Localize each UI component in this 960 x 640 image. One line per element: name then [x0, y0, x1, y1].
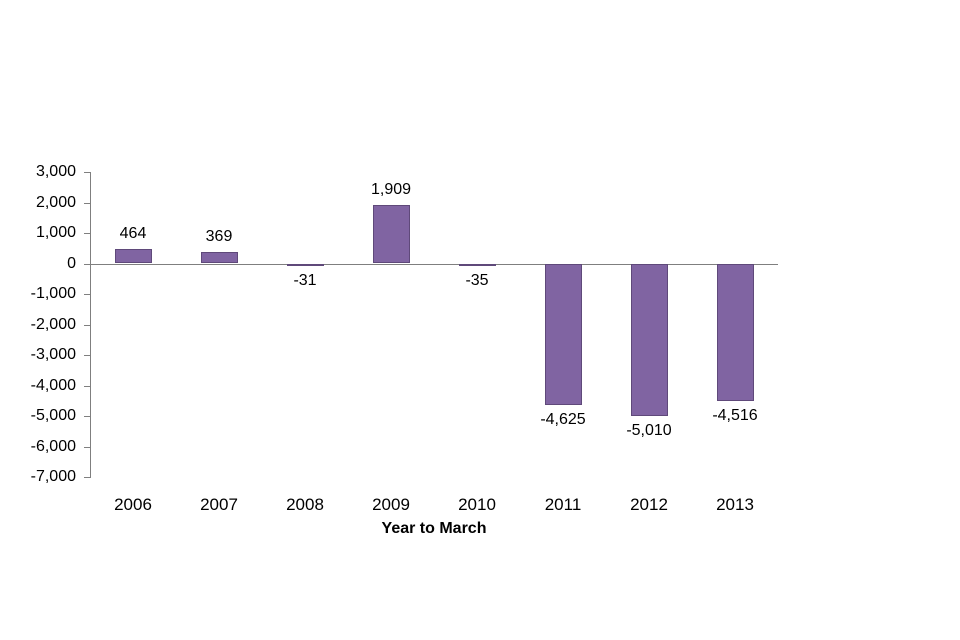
y-axis-tick: [84, 263, 90, 265]
y-axis-tick: [84, 202, 90, 204]
y-axis-tick: [84, 355, 90, 356]
x-axis-category-label: 2010: [458, 495, 496, 514]
bar-value-label: 1,909: [370, 181, 412, 199]
zero-axis-line: [90, 263, 778, 265]
y-axis-tick: [84, 324, 90, 326]
bar-value-label: 369: [205, 228, 233, 246]
bar-value-label: -31: [293, 271, 317, 289]
y-axis-tick-label: -2,000: [30, 315, 76, 333]
bar-value-label: 464: [119, 225, 147, 243]
y-axis-tick: [84, 294, 90, 295]
x-axis-category-label: 2011: [544, 495, 582, 514]
y-axis-tick-label: 1,000: [35, 224, 76, 241]
bar: [630, 263, 668, 417]
x-axis-category-label: 2013: [716, 495, 754, 514]
bar-value-label: -4,625: [540, 410, 586, 428]
bar-value-label: -5,010: [626, 422, 672, 440]
bar: [200, 252, 238, 264]
y-axis-tick-label: 3,000: [35, 163, 76, 180]
y-axis-tick-label: -1,000: [30, 285, 76, 302]
bar: [544, 263, 582, 405]
bar-value-label: -4,516: [712, 407, 758, 425]
y-axis-tick-label: -3,000: [30, 346, 76, 363]
y-axis-tick: [84, 446, 90, 448]
y-axis-tick: [84, 385, 90, 387]
y-axis-tick: [84, 172, 90, 173]
y-axis-tick: [84, 477, 90, 478]
x-axis-category-label: 2008: [286, 495, 324, 514]
x-axis-category-label: 2007: [200, 495, 238, 514]
y-axis-tick-label: -6,000: [30, 437, 76, 455]
y-axis-tick-label: 0: [67, 254, 76, 272]
y-axis-line: [90, 172, 91, 478]
bar: [286, 263, 324, 266]
x-axis-category-label: 2012: [630, 495, 668, 514]
bar: [458, 263, 496, 266]
bar: [372, 205, 410, 264]
x-axis-category-label: 2006: [114, 495, 152, 514]
bar: [114, 249, 152, 264]
bar: [716, 263, 754, 402]
y-axis-tick: [84, 233, 90, 234]
y-axis-tick-label: -4,000: [30, 376, 76, 394]
y-axis-tick-label: -7,000: [30, 468, 76, 485]
x-axis-title: Year to March: [381, 520, 487, 537]
x-axis-category-label: 2009: [372, 495, 410, 514]
y-axis-tick: [84, 416, 90, 417]
bar-value-label: -35: [465, 271, 489, 289]
y-axis-tick-label: -5,000: [30, 407, 76, 424]
y-axis-tick-label: 2,000: [35, 193, 76, 211]
